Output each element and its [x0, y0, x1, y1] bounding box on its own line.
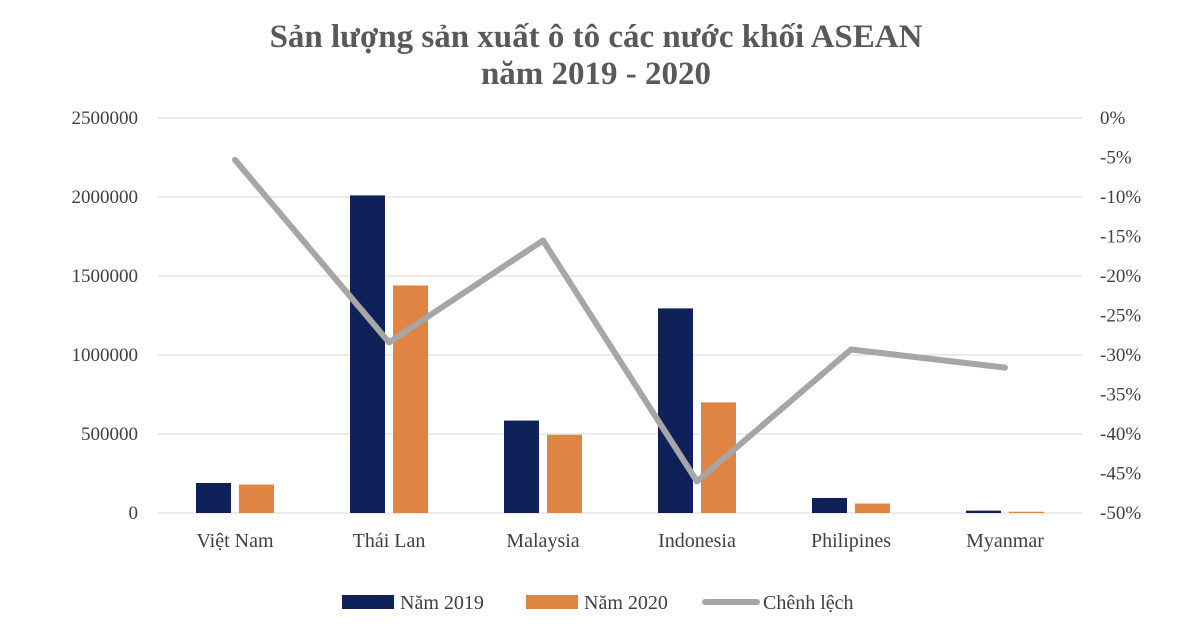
bars: [196, 195, 1044, 514]
category-labels: Việt Nam Thái Lan Malaysia Indonesia Philipi…: [196, 530, 1044, 552]
category-label: Indonesia: [658, 530, 736, 552]
left-tick-label: 1500000: [72, 266, 139, 287]
legend-label: Năm 2020: [584, 592, 668, 614]
bar-2019: [196, 482, 231, 513]
category-label: Myanmar: [966, 530, 1044, 552]
right-tick-label: -50%: [1100, 503, 1141, 524]
category-label: Malaysia: [506, 530, 579, 552]
right-tick-label: -10%: [1100, 187, 1141, 208]
bar-2020: [547, 434, 582, 513]
left-tick-label: 1000000: [72, 345, 139, 366]
left-tick-label: 2500000: [72, 108, 139, 129]
right-tick-label: -5%: [1100, 148, 1132, 169]
right-tick-label: -30%: [1100, 345, 1141, 366]
difference-line-path: [232, 156, 1008, 485]
chart-title-line-2: năm 2019 - 2020: [481, 56, 711, 92]
right-tick-label: 0%: [1100, 108, 1126, 129]
chart-title-line-1: Sản lượng sản xuất ô tô các nước khối AS…: [270, 19, 923, 55]
bar-2019: [504, 420, 539, 513]
bar-2019: [812, 497, 847, 513]
bar-2019: [658, 308, 693, 513]
left-tick-label: 500000: [81, 424, 138, 445]
right-tick-label: -25%: [1100, 306, 1141, 327]
right-tick-label: -20%: [1100, 266, 1141, 287]
right-tick-label: -35%: [1100, 385, 1141, 406]
right-tick-label: -15%: [1100, 227, 1141, 248]
category-label: Thái Lan: [353, 530, 426, 552]
category-label: Việt Nam: [196, 530, 274, 552]
legend-swatch: [526, 595, 578, 609]
legend-label: Năm 2019: [400, 592, 484, 614]
category-label: Philipines: [811, 530, 891, 552]
left-tick-label: 2000000: [72, 187, 139, 208]
gridlines: [158, 117, 1082, 514]
legend-label: Chênh lệch: [763, 592, 854, 614]
right-axis-ticks: -50% -45% -40% -35% -30% -25% -20% -15% -10% -5% 0…: [1100, 108, 1141, 524]
bar-2019: [350, 195, 385, 514]
bar-2020: [701, 402, 736, 513]
bar-2019: [966, 510, 1001, 513]
left-axis-ticks: 0 500000 1000000 1500000 2000000 2500000: [72, 108, 139, 524]
bar-2020: [1009, 511, 1044, 513]
legend: Năm 2019 Năm 2020 Chênh lệch: [342, 592, 854, 614]
right-tick-label: -40%: [1100, 424, 1141, 445]
bar-2020: [855, 503, 890, 513]
left-tick-label: 0: [129, 503, 139, 524]
right-tick-label: -45%: [1100, 464, 1141, 485]
bar-2020: [239, 484, 274, 513]
legend-swatch: [342, 595, 394, 609]
difference-line: [232, 156, 1008, 485]
